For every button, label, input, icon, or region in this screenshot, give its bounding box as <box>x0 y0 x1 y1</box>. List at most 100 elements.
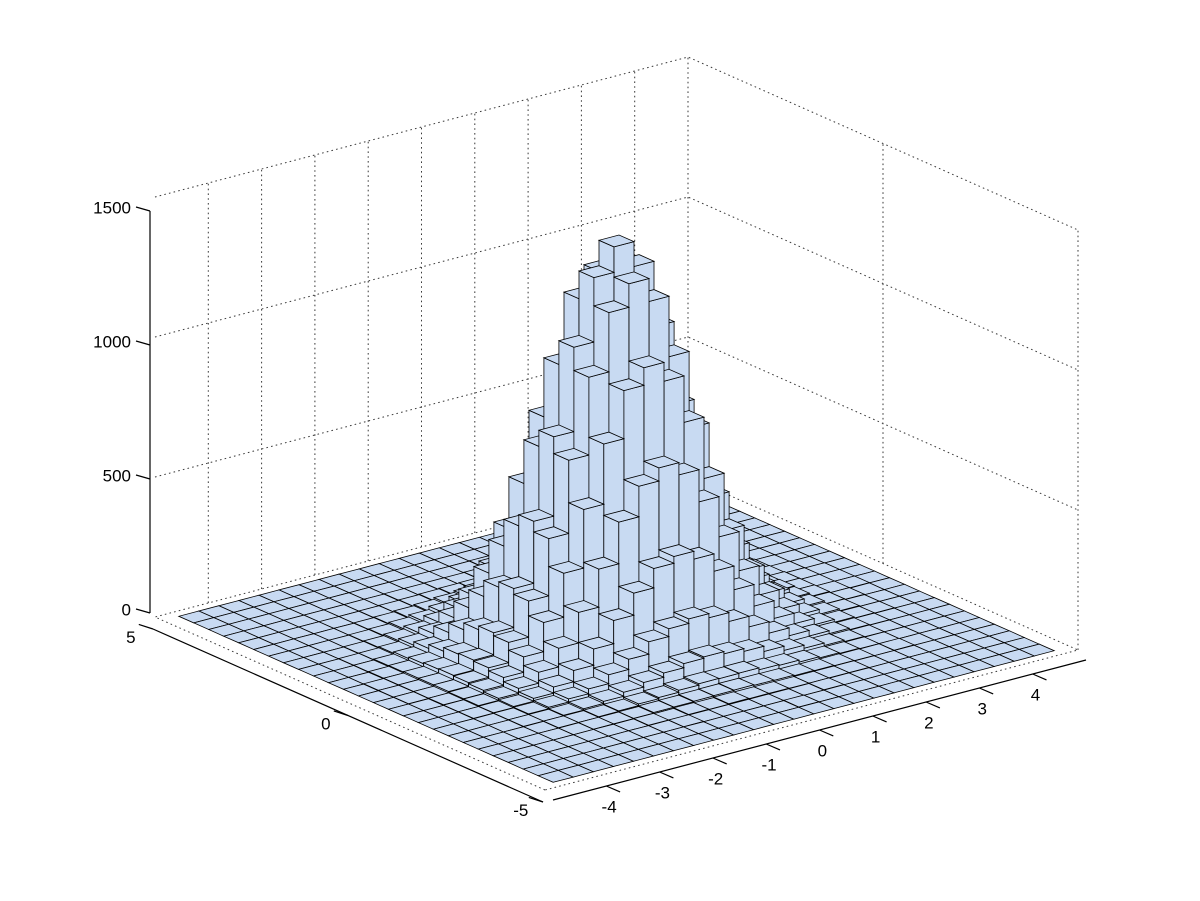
z-tick-mark <box>135 206 151 212</box>
bar-top-face <box>472 655 510 669</box>
bar-top-face <box>637 556 676 569</box>
bar-top-face <box>432 679 470 692</box>
x-tick-label: 1 <box>871 727 880 746</box>
z-tick-label: 1500 <box>93 199 131 218</box>
bar-top-face <box>627 355 666 369</box>
bar-top-face <box>502 676 540 689</box>
x-tick-label: 4 <box>1031 685 1040 704</box>
bar-top-face <box>657 544 696 557</box>
bar-top-face <box>532 694 570 708</box>
bar-top-face <box>712 691 751 705</box>
bar-top-face <box>572 364 611 378</box>
bar-top-face <box>562 600 601 613</box>
bar-top-face <box>662 677 701 691</box>
bar-top-face <box>672 606 711 620</box>
z-tick-mark <box>135 340 151 346</box>
y-axis: 5 0 -5 <box>126 623 544 820</box>
x-tick-label: -3 <box>655 783 670 802</box>
y-tick-mark <box>138 623 154 630</box>
bar-top-face <box>542 635 580 649</box>
bar-top-face <box>537 424 576 438</box>
bar-top-face <box>567 497 606 510</box>
bar-top-face <box>637 700 675 713</box>
z-gridline <box>154 56 1079 231</box>
bar-top-face <box>582 704 620 718</box>
bar-top-face <box>572 676 610 690</box>
bar-top-face <box>517 686 555 699</box>
bar-top-face <box>487 665 525 678</box>
x-tick-mark <box>1032 673 1047 681</box>
bar-top-face <box>612 271 651 285</box>
y-tick-mark <box>528 796 544 803</box>
x-tick-label: 2 <box>924 713 933 732</box>
bar-top-face <box>587 431 626 445</box>
bar-top-face <box>667 651 706 665</box>
bar-top-face <box>677 688 715 702</box>
y-tick-label: 5 <box>126 628 135 647</box>
bar-top-face <box>552 447 591 461</box>
x-tick-mark <box>606 785 621 793</box>
bar-top-face <box>547 560 586 574</box>
x-tick-mark <box>819 729 834 737</box>
x-tick-label: -4 <box>602 797 617 816</box>
bar-top-face <box>557 658 595 671</box>
floor-tile <box>536 769 575 783</box>
bar-top-face <box>457 647 495 661</box>
wall-gridlines <box>154 56 1079 650</box>
bar-top-face <box>517 508 556 522</box>
y-tick-label: -5 <box>513 801 528 820</box>
x-axis: -4 -3 -2 -1 0 1 2 3 4 <box>552 659 1087 816</box>
bar-top-face <box>522 659 560 673</box>
bar-top-face <box>612 646 651 660</box>
x-tick-label: 0 <box>818 741 827 760</box>
bar-top-face <box>497 576 536 589</box>
y-tick-mark <box>333 710 349 717</box>
bar-top-face <box>547 702 585 716</box>
bar-top-face <box>482 686 520 699</box>
z-tick-label: 0 <box>122 601 131 620</box>
bar-top-face <box>682 671 721 685</box>
bar-top-face <box>602 698 640 712</box>
bar-top-face <box>477 620 516 634</box>
bar-top-face <box>437 663 475 676</box>
z-gridline <box>154 336 1079 511</box>
x-tick-label: -2 <box>708 769 723 788</box>
bar-top-face <box>527 610 566 623</box>
x-tick-mark <box>872 715 887 723</box>
bar-top-face <box>617 580 656 594</box>
floor-box-outline <box>153 476 1080 791</box>
bar-top-face <box>647 660 686 674</box>
bar-top-face <box>607 378 646 392</box>
bar-top-face <box>577 636 615 650</box>
bar-top-face <box>602 509 641 523</box>
bar-top-face <box>592 662 630 676</box>
z-gridline <box>154 196 1079 371</box>
bar-top-face <box>452 670 490 684</box>
bar-top-face <box>587 689 625 702</box>
x-tick-label: -1 <box>761 755 776 774</box>
z-tick-label: 1000 <box>93 333 131 352</box>
z-tick-mark <box>135 608 151 614</box>
y-tick-label: 0 <box>321 714 330 733</box>
bar-top-face <box>632 629 671 643</box>
x-tick-mark <box>659 771 674 779</box>
bars <box>177 234 1056 783</box>
bar-top-face <box>687 644 726 658</box>
bar-top-face <box>622 691 660 705</box>
bar-top-face <box>642 455 681 469</box>
bar-top-face <box>652 616 690 630</box>
bar-top-face <box>507 644 545 658</box>
bar-top-face <box>627 670 665 683</box>
x-tick-mark <box>925 701 941 709</box>
bar-top-face <box>532 526 571 540</box>
bar-top-face <box>597 234 636 248</box>
z-tick-mark <box>135 474 151 480</box>
bar-top-face <box>607 679 645 693</box>
bar-top-face <box>462 693 500 707</box>
bar-top-face <box>512 588 551 602</box>
bar-top-face <box>467 678 505 691</box>
z-tick-label: 500 <box>103 467 131 486</box>
x-tick-mark <box>712 757 727 765</box>
